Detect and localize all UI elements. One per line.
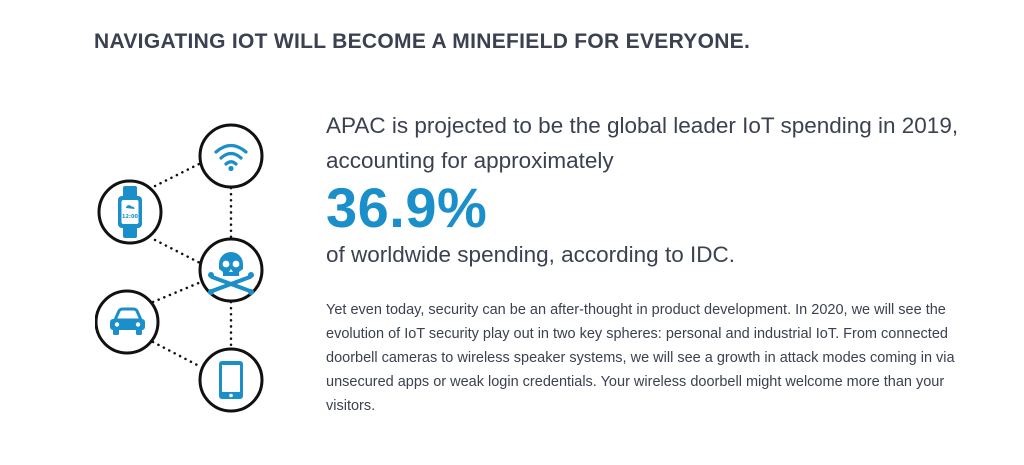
content-block: APAC is projected to be the global leade… (326, 108, 976, 418)
smartphone-node (198, 347, 264, 413)
stat-value: 36.9% (326, 176, 488, 239)
connector-car-phone (151, 340, 203, 369)
lead-text: APAC is projected to be the global leade… (326, 113, 959, 173)
watch-time: 12:00 (122, 214, 138, 220)
connector-watch-wifi (153, 162, 201, 188)
skull-node (198, 237, 264, 303)
wifi-node (198, 123, 264, 189)
car-node (95, 289, 160, 355)
smartwatch-icon: 12:00 (118, 186, 142, 238)
iot-network-diagram: 12:00 (95, 120, 295, 420)
smartwatch-node: 12:00 (97, 179, 163, 245)
skull-crossbones-icon (208, 252, 254, 295)
body-paragraph: Yet even today, security can be an after… (326, 302, 955, 414)
car-icon (110, 307, 145, 335)
smartphone-icon (219, 361, 243, 399)
lead-tail-text: of worldwide spending, according to IDC. (326, 242, 735, 267)
wifi-icon (214, 143, 248, 166)
connector-car-skull (151, 280, 203, 304)
connector-watch-skull (153, 238, 202, 265)
page-headline: NAVIGATING IOT WILL BECOME A MINEFIELD F… (94, 30, 751, 53)
